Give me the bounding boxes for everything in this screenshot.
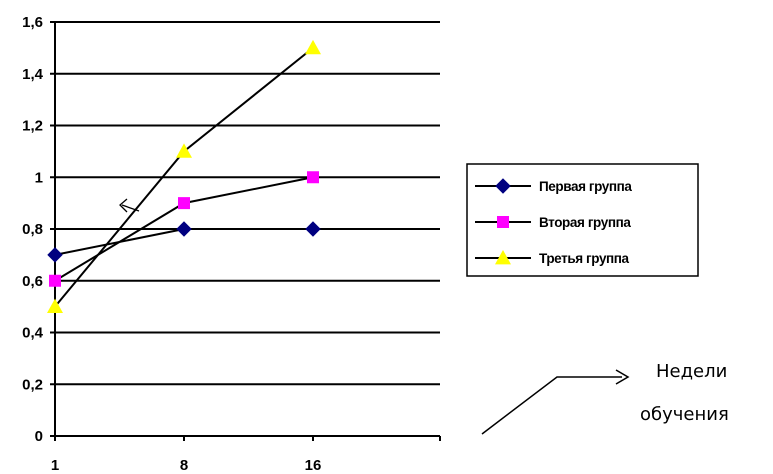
y-tick-label: 0,2 [22, 376, 43, 393]
y-axis-tick-labels: 0 0,2 0,4 0,6 0,8 1 1,2 1,4 1,6 [22, 14, 44, 445]
weeks-arrow-head [615, 369, 630, 385]
y-tick-label: 1,4 [22, 66, 44, 83]
legend-marker-2 [497, 216, 509, 228]
data-point-series-2 [307, 171, 319, 184]
data-point-series-1 [47, 247, 63, 263]
data-point-series-3 [47, 298, 63, 314]
axes [50, 21, 441, 441]
annotation-arrows [119, 198, 630, 435]
small-arrow-head [119, 198, 128, 213]
grid-lines [55, 21, 440, 386]
legend-label-1: Первая группа [539, 179, 632, 194]
data-point-series-1 [305, 221, 321, 237]
legend-marker-3 [495, 250, 511, 265]
legend: Первая группа Вторая группа Третья группа [466, 163, 699, 277]
data-point-series-2 [49, 274, 61, 287]
data-series [47, 39, 321, 314]
small-arrow-line [121, 204, 140, 212]
legend-label-2: Вторая группа [539, 215, 631, 230]
y-tick-label: 1,6 [22, 14, 43, 31]
y-tick-label: 0,4 [22, 325, 44, 342]
y-tick-label: 1,2 [22, 118, 43, 135]
data-point-series-3 [176, 143, 192, 158]
y-tick-label: 1 [35, 169, 43, 186]
x-axis-tick-labels: 1 8 16 [51, 457, 322, 474]
annotation-line-1: Недели [656, 361, 727, 382]
legend-marker-1 [495, 178, 511, 194]
weeks-arrow-line [481, 376, 622, 435]
data-point-series-2 [178, 197, 190, 210]
y-tick-label: 0 [35, 428, 43, 445]
x-tick-label: 16 [305, 457, 322, 474]
annotation-line-2: обучения [640, 404, 729, 425]
data-point-series-3 [305, 39, 321, 55]
x-tick-label: 8 [180, 457, 188, 474]
x-tick-label: 1 [51, 457, 59, 474]
y-tick-label: 0,6 [22, 273, 43, 290]
weeks-annotation: Недели обучения [640, 361, 729, 425]
y-tick-label: 0,8 [22, 221, 43, 238]
legend-label-3: Третья группа [539, 251, 630, 266]
data-point-series-1 [176, 221, 192, 237]
